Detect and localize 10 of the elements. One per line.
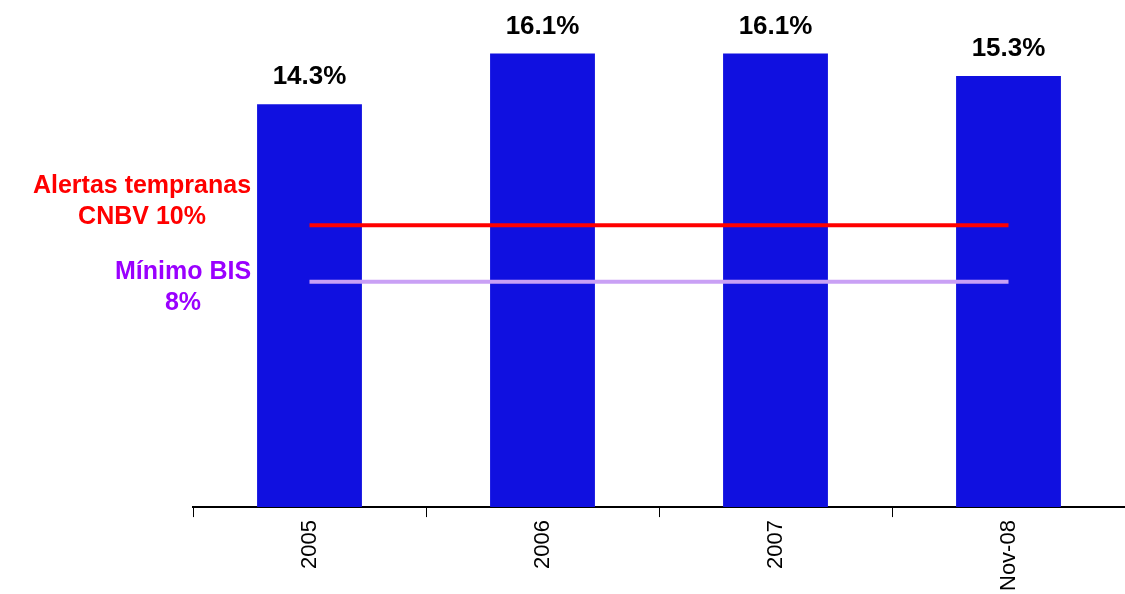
data-label: 14.3% [272, 60, 347, 91]
data-label: 15.3% [971, 32, 1046, 63]
ref-line-label: Alertas tempranas CNBV 10% [32, 169, 252, 229]
ref-line-label: Mínimo BIS 8% [114, 256, 252, 316]
data-label: 16.1% [505, 9, 580, 40]
data-label: 16.1% [738, 9, 813, 40]
x-tick-label: 2007 [761, 520, 787, 570]
x-tick-label: 2005 [295, 520, 321, 570]
x-tick-label: Nov-08 [994, 520, 1020, 591]
x-tick-label: 2006 [528, 520, 554, 570]
